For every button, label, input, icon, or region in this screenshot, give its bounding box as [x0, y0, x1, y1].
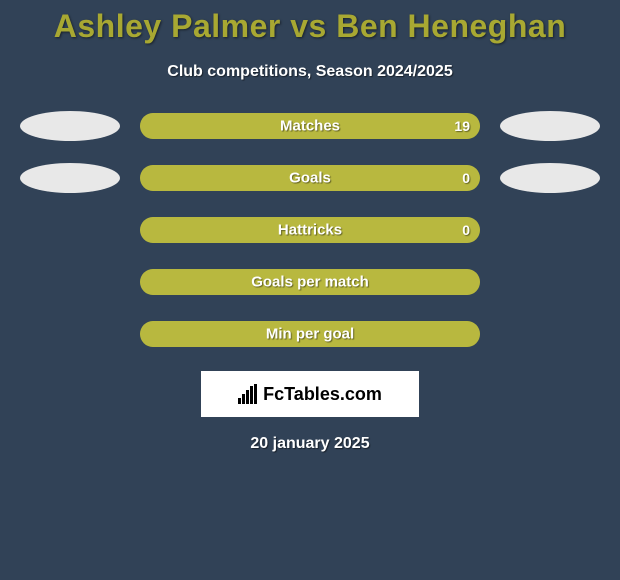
stat-label: Hattricks — [278, 222, 342, 239]
stat-label: Goals — [289, 170, 331, 187]
stat-value: 19 — [454, 118, 470, 134]
stat-value: 0 — [462, 170, 470, 186]
right-value-blob — [500, 163, 600, 193]
right-value-blob — [500, 111, 600, 141]
stat-bar: Matches 19 — [140, 113, 480, 139]
stat-label: Goals per match — [251, 274, 369, 291]
stat-label: Min per goal — [266, 326, 354, 343]
stat-row: Goals per match — [0, 267, 620, 297]
bar-chart-icon — [238, 384, 257, 404]
logo-text: FcTables.com — [263, 384, 382, 405]
subtitle: Club competitions, Season 2024/2025 — [0, 63, 620, 81]
stat-bar: Goals per match — [140, 269, 480, 295]
stat-label: Matches — [280, 118, 340, 135]
logo-box: FcTables.com — [201, 371, 419, 417]
stat-row: Hattricks 0 — [0, 215, 620, 245]
date-label: 20 january 2025 — [0, 435, 620, 453]
stat-row: Matches 19 — [0, 111, 620, 141]
comparison-panel: Ashley Palmer vs Ben Heneghan Club compe… — [0, 0, 620, 580]
stat-rows: Matches 19 Goals 0 Hattricks 0 Goals per match… — [0, 111, 620, 349]
stat-bar: Goals 0 — [140, 165, 480, 191]
stat-bar: Min per goal — [140, 321, 480, 347]
stat-row: Min per goal — [0, 319, 620, 349]
stat-value: 0 — [462, 222, 470, 238]
left-value-blob — [20, 163, 120, 193]
stat-bar: Hattricks 0 — [140, 217, 480, 243]
stat-row: Goals 0 — [0, 163, 620, 193]
page-title: Ashley Palmer vs Ben Heneghan — [0, 8, 620, 45]
left-value-blob — [20, 111, 120, 141]
